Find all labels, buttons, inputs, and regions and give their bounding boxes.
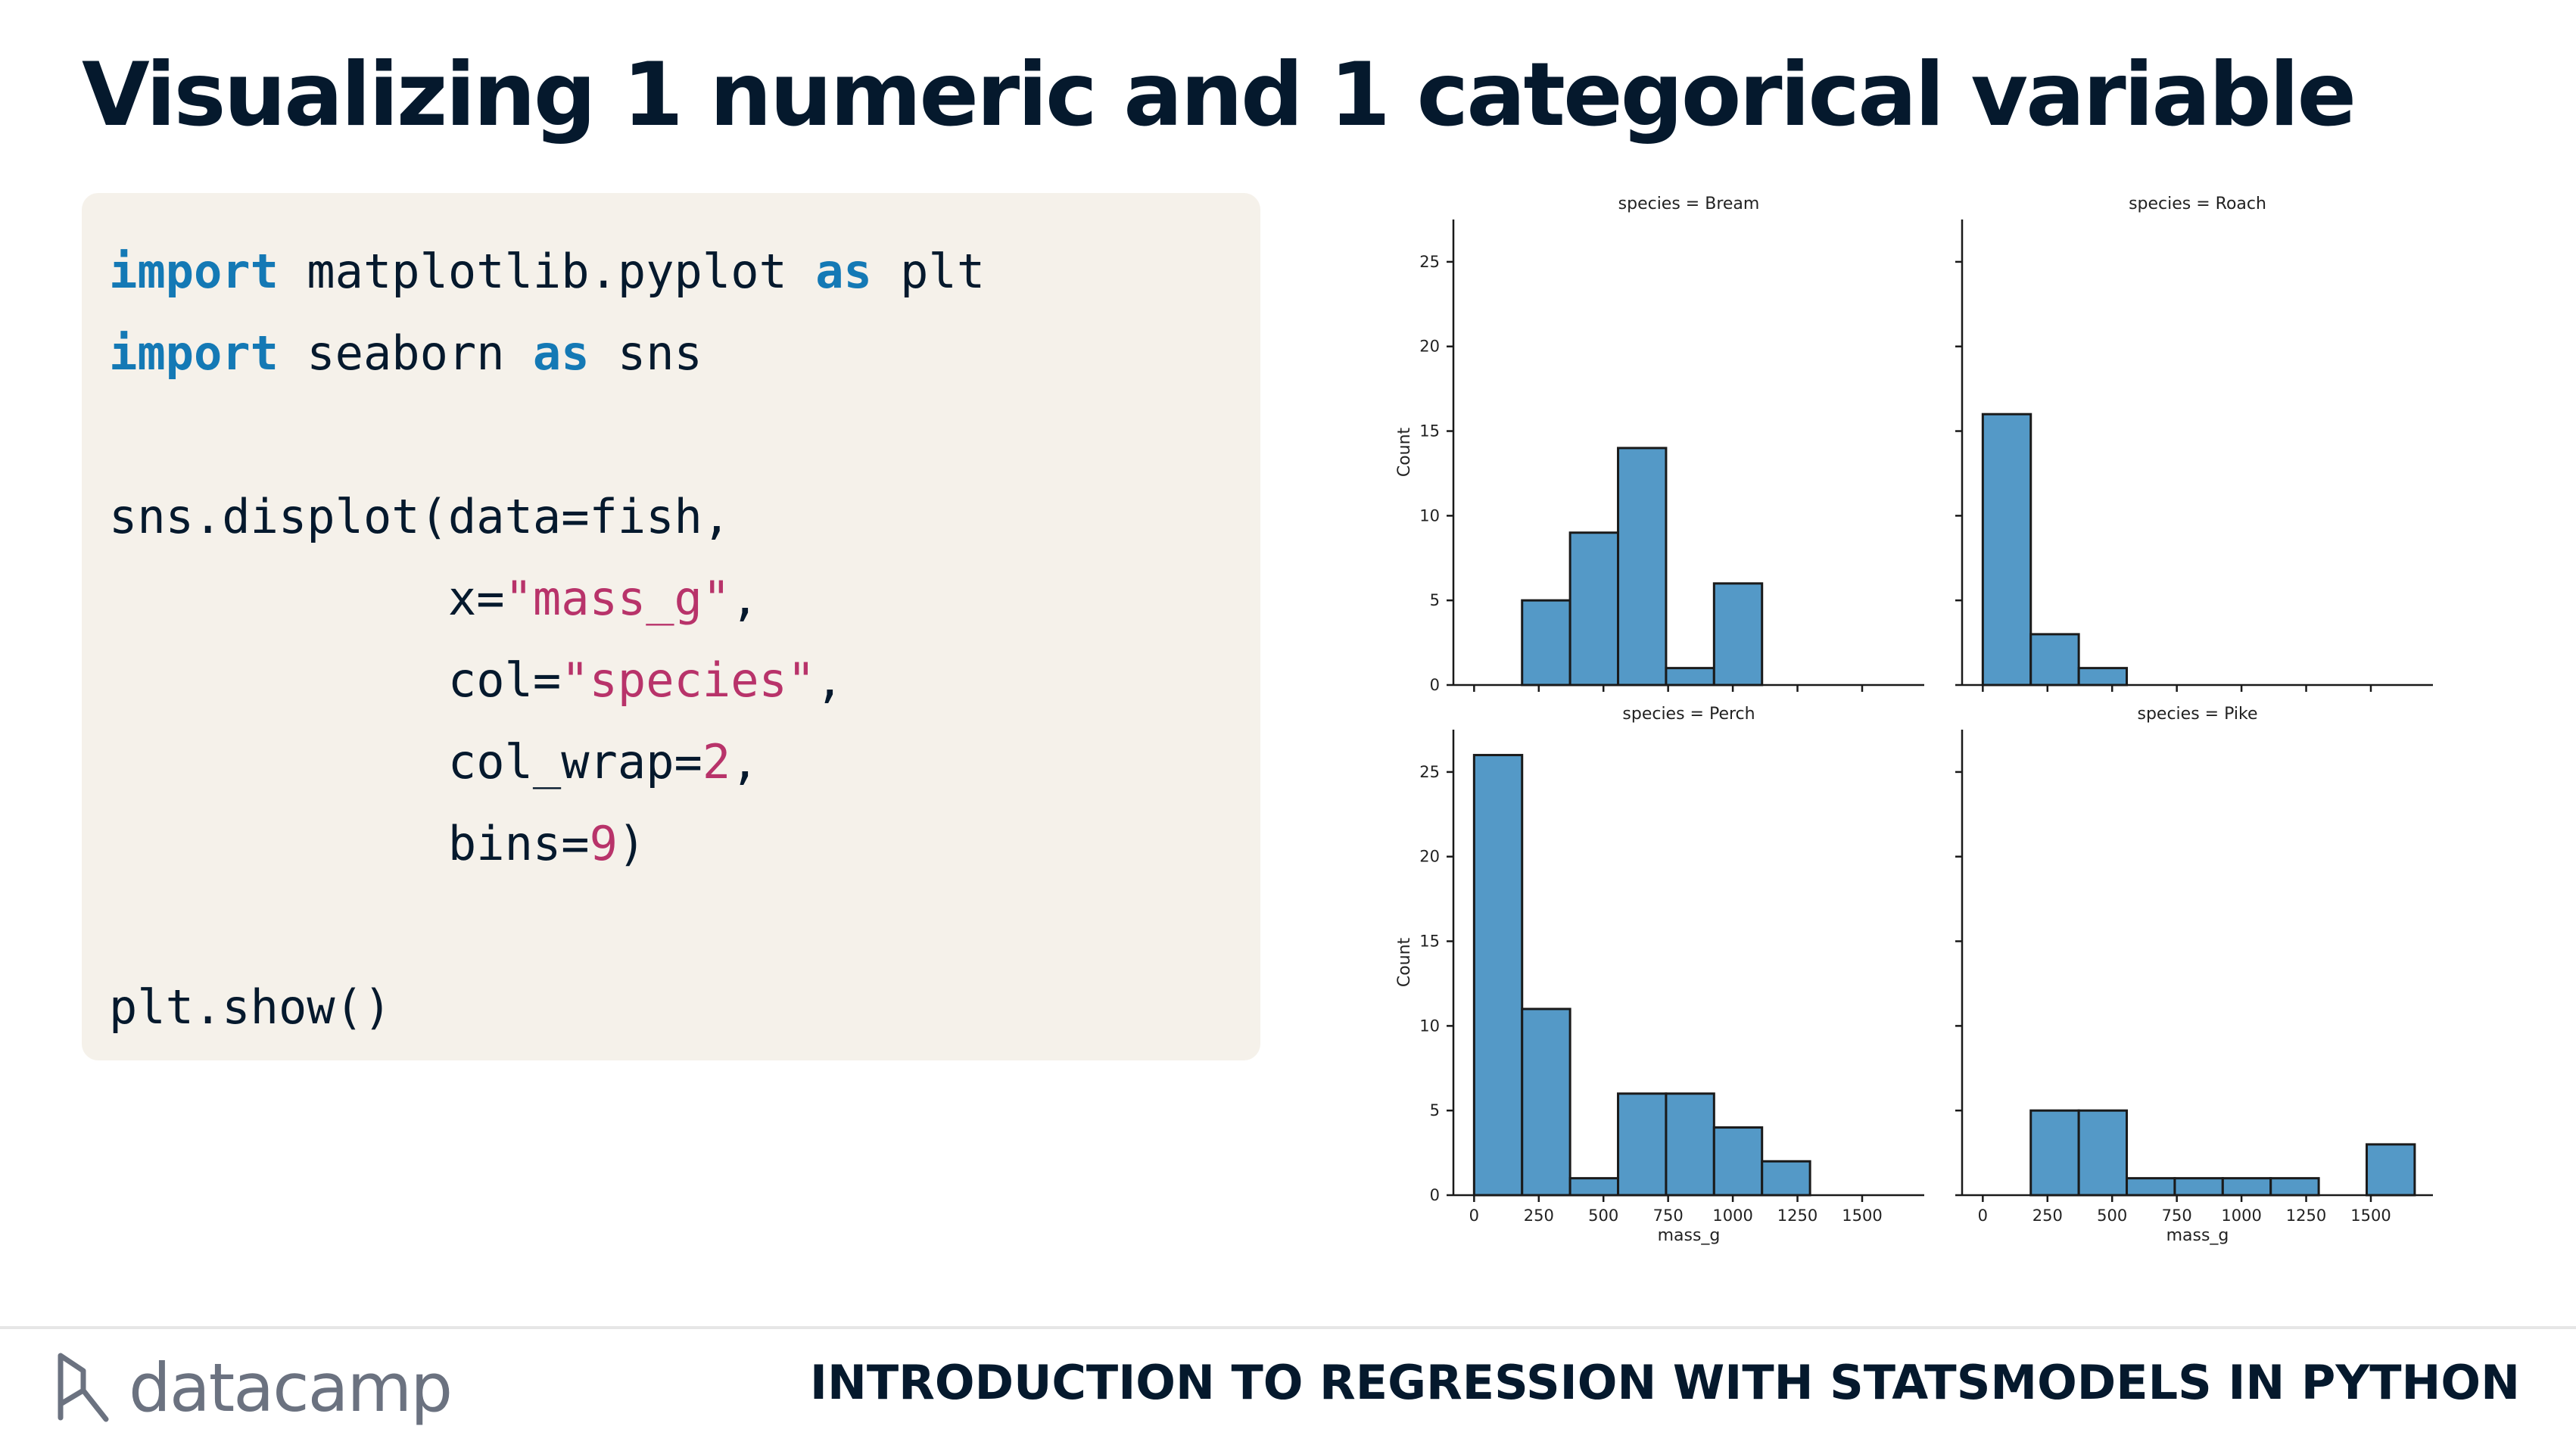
x-tick-label: 1250 <box>2286 1207 2326 1225</box>
code-line: col_wrap=2, <box>109 721 759 803</box>
panel-title: species = Roach <box>2129 195 2266 213</box>
code-line: x="mass_g", <box>109 558 759 640</box>
histogram-bar <box>1712 1126 1764 1197</box>
histogram-bar <box>1617 447 1668 687</box>
code-text: col= <box>109 652 562 708</box>
slide-title: Visualizing 1 numeric and 1 categorical … <box>82 44 2356 146</box>
code-line: bins=9) <box>109 803 646 885</box>
y-tick-label: 10 <box>1419 1017 1440 1035</box>
datacamp-logo: datacamp <box>53 1346 453 1429</box>
histogram-bar <box>1521 599 1571 687</box>
histogram-bar <box>2269 1177 2320 1197</box>
histogram-bar <box>2126 1177 2176 1197</box>
y-axis-label: Count <box>1395 427 1414 477</box>
y-tick-label: 20 <box>1419 848 1440 866</box>
x-tick-label: 750 <box>2162 1207 2192 1225</box>
histogram-bar <box>1665 1092 1715 1197</box>
code-literal: "mass_g" <box>504 571 731 626</box>
datacamp-logo-icon <box>58 1353 109 1422</box>
code-text: sns <box>589 325 702 381</box>
code-keyword: import <box>109 325 279 381</box>
histogram-bar <box>1472 754 1524 1197</box>
y-axis-label: Count <box>1395 937 1414 987</box>
x-tick-label: 1500 <box>1842 1207 1882 1225</box>
y-tick-label: 0 <box>1430 676 1440 694</box>
x-tick-label: 0 <box>1978 1207 1988 1225</box>
panel-title: species = Bream <box>1618 195 1760 213</box>
histogram-bar <box>1712 582 1764 687</box>
code-text: sns.displot(data=fish, <box>109 489 731 544</box>
code-text: , <box>730 734 759 789</box>
x-tick-label: 1000 <box>1712 1207 1752 1225</box>
code-literal: 9 <box>589 816 618 871</box>
histogram-bar <box>1761 1160 1811 1197</box>
x-tick-label: 1250 <box>1777 1207 1818 1225</box>
x-axis-label: mass_g <box>1658 1226 1721 1245</box>
y-tick-label: 15 <box>1419 422 1440 441</box>
code-text: plt.show() <box>109 979 392 1035</box>
code-block: import matplotlib.pyplot as plt import se… <box>82 193 1260 1060</box>
code-text: , <box>730 571 759 626</box>
code-keyword: as <box>532 325 590 381</box>
y-tick-label: 25 <box>1419 253 1440 271</box>
code-line: col="species", <box>109 640 844 721</box>
y-tick-label: 20 <box>1419 338 1440 356</box>
x-axis-label: mass_g <box>2166 1226 2229 1245</box>
histogram-bar <box>2029 633 2080 687</box>
y-tick-label: 0 <box>1430 1186 1440 1204</box>
course-title: INTRODUCTION TO REGRESSION WITH STATSMOD… <box>809 1355 2520 1410</box>
y-tick-label: 5 <box>1430 1101 1440 1119</box>
histogram-bar <box>1521 1007 1571 1197</box>
histogram-bar <box>2029 1109 2080 1197</box>
histogram-bar <box>1568 1177 1620 1197</box>
y-tick-label: 10 <box>1419 506 1440 525</box>
x-tick-label: 500 <box>1588 1207 1618 1225</box>
code-text: col_wrap= <box>109 734 702 789</box>
histogram-bar <box>1981 413 2032 687</box>
panel-title: species = Pike <box>2138 705 2258 724</box>
histogram-bar <box>1617 1092 1668 1197</box>
code-literal: 2 <box>702 734 731 789</box>
histogram-bar <box>2077 667 2129 687</box>
histogram-bar <box>2366 1143 2416 1197</box>
histogram-bar <box>2077 1109 2129 1197</box>
y-tick-label: 15 <box>1419 933 1440 951</box>
code-text: plt <box>871 244 986 299</box>
x-tick-label: 750 <box>1653 1207 1684 1225</box>
histogram-bar <box>1568 531 1620 687</box>
code-line: import seaborn as sns <box>109 313 702 394</box>
x-tick-label: 250 <box>1524 1207 1554 1225</box>
y-tick-label: 5 <box>1430 591 1440 609</box>
histogram-bar <box>2173 1177 2224 1197</box>
code-text: x= <box>109 571 505 626</box>
code-text: bins= <box>109 816 590 871</box>
x-tick-label: 1000 <box>2221 1207 2261 1225</box>
code-text: matplotlib.pyplot <box>278 244 816 299</box>
footer-divider <box>0 1326 2576 1329</box>
x-tick-label: 500 <box>2097 1207 2127 1225</box>
x-tick-label: 250 <box>2032 1207 2063 1225</box>
histogram-bar <box>2221 1177 2272 1197</box>
code-keyword: as <box>815 244 872 299</box>
code-text: , <box>815 652 844 708</box>
y-tick-label: 25 <box>1419 763 1440 781</box>
panel-title: species = Perch <box>1622 705 1755 724</box>
code-text: seaborn <box>278 325 533 381</box>
histogram-bar <box>1665 667 1715 687</box>
x-tick-label: 1500 <box>2350 1207 2391 1225</box>
code-line: plt.show() <box>109 967 391 1048</box>
datacamp-wordmark: datacamp <box>129 1348 453 1427</box>
code-keyword: import <box>109 244 279 299</box>
code-literal: "species" <box>561 652 816 708</box>
x-tick-label: 0 <box>1469 1207 1479 1225</box>
code-line: sns.displot(data=fish, <box>109 476 730 558</box>
facet-histogram-chart: species = Bream 0 5 10 15 20 25 Count species = … <box>1395 195 2433 1245</box>
code-line: import matplotlib.pyplot as plt <box>109 231 985 313</box>
code-text: ) <box>617 816 646 871</box>
